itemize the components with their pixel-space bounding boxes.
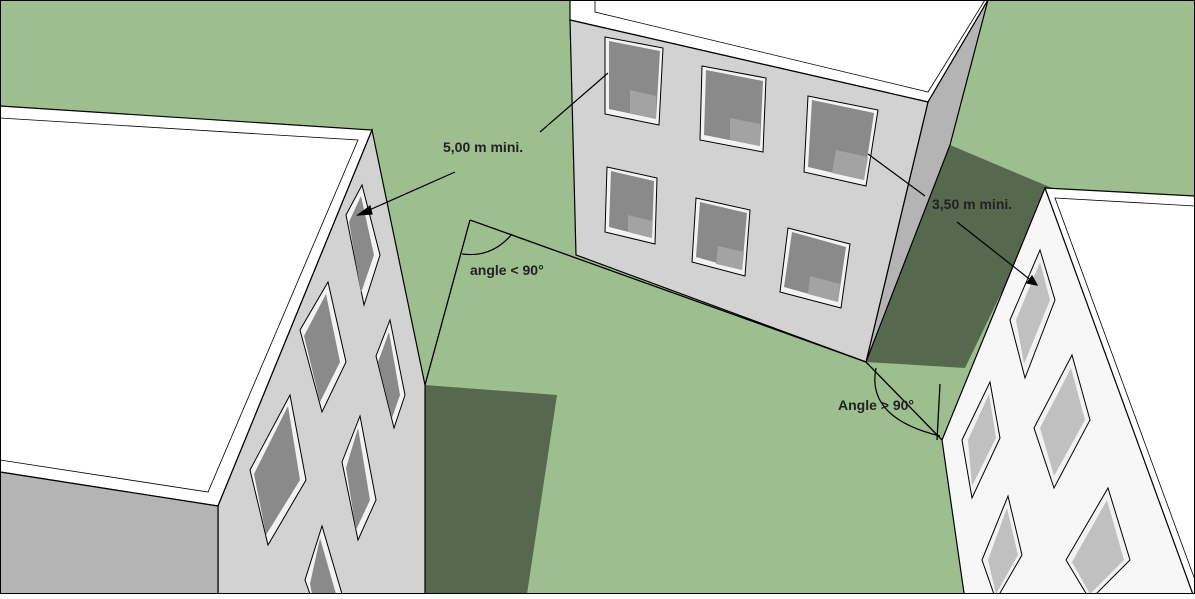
left-building-window	[299, 280, 347, 414]
angle-label-obtuse: Angle > 90°	[838, 397, 914, 413]
distance-label-left: 5,00 m mini.	[443, 139, 523, 155]
left-building-window	[375, 318, 406, 430]
left-building-window	[341, 414, 377, 542]
left-building	[0, 105, 426, 595]
right-building-window	[981, 494, 1023, 599]
boundary-right-edge	[865, 361, 943, 441]
left-building-roof-edge	[0, 117, 359, 493]
right-building-roof-edge	[1054, 197, 1195, 581]
right-building-window	[1065, 486, 1131, 599]
distance-label-right: 3,50 m mini.	[932, 196, 1012, 212]
right-building-window	[1009, 248, 1056, 380]
plot-boundary	[424, 219, 943, 441]
center-building-window	[699, 65, 767, 153]
center-building-roof-edge	[594, 0, 986, 93]
distance-arrow-left	[356, 72, 609, 216]
distance-arrow-right	[867, 153, 1039, 286]
center-building-window	[604, 36, 664, 126]
angle-label-acute: angle < 90°	[470, 262, 544, 278]
center-building-window	[691, 197, 751, 277]
right-building	[941, 186, 1195, 599]
boundary-top-edge	[469, 219, 867, 363]
right-building-window	[961, 380, 1001, 500]
boundary-left-edge	[424, 219, 471, 386]
center-building-window	[604, 166, 658, 245]
shadow-center-building	[866, 145, 1052, 368]
left-building-window	[345, 183, 381, 307]
angle-acute-arc	[461, 233, 513, 256]
angle-obtuse-arc	[874, 367, 941, 437]
left-building-window	[249, 393, 307, 547]
center-building-window	[779, 227, 851, 309]
boundary-right-tick	[936, 383, 941, 441]
right-building-window	[1033, 353, 1091, 490]
center-building-window	[803, 95, 879, 187]
